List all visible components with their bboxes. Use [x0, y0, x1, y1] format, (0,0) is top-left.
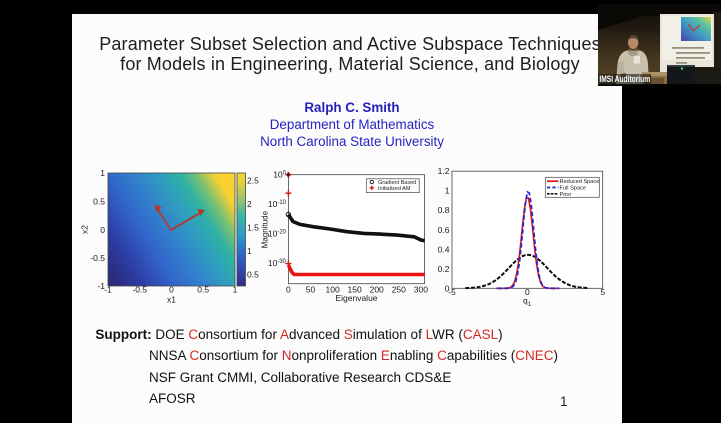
svg-text:2: 2	[247, 199, 252, 209]
svg-text:10-20: 10-20	[268, 229, 287, 239]
svg-text:x1: x1	[167, 295, 176, 305]
svg-text:1: 1	[247, 246, 252, 256]
svg-text:Eigenvalue: Eigenvalue	[335, 293, 377, 303]
svg-text:0.6: 0.6	[438, 225, 450, 235]
svg-text:-5: -5	[448, 287, 456, 297]
svg-text:10-30: 10-30	[268, 258, 287, 268]
svg-text:Prior: Prior	[560, 192, 572, 198]
svg-text:50: 50	[306, 285, 316, 295]
svg-text:0: 0	[525, 287, 530, 297]
svg-text:0: 0	[445, 283, 450, 293]
svg-text:300: 300	[414, 285, 428, 295]
svg-text:150: 150	[348, 285, 362, 295]
svg-text:-1: -1	[104, 285, 112, 295]
svg-text:0.4: 0.4	[438, 244, 450, 254]
svg-text:Magnitude: Magnitude	[261, 210, 270, 248]
svg-text:100: 100	[326, 285, 340, 295]
svg-text:Gradient Based: Gradient Based	[378, 180, 416, 186]
svg-text:2.5: 2.5	[247, 176, 259, 186]
svg-text:0: 0	[286, 285, 291, 295]
svg-text:Full Space: Full Space	[560, 186, 586, 192]
svg-text:1: 1	[233, 285, 238, 295]
svg-text:0.5: 0.5	[93, 196, 105, 206]
svg-text:0: 0	[100, 225, 105, 235]
svg-text:0.5: 0.5	[247, 270, 259, 280]
svg-text:0.5: 0.5	[197, 285, 209, 295]
svg-text:1: 1	[445, 186, 450, 196]
svg-text:0.2: 0.2	[438, 264, 450, 274]
svg-text:10-10: 10-10	[268, 199, 287, 209]
svg-text:-0.5: -0.5	[90, 253, 105, 263]
svg-text:Reduced Space: Reduced Space	[560, 179, 600, 185]
svg-text:1: 1	[100, 168, 105, 178]
svg-text:200: 200	[370, 285, 384, 295]
svg-text:-1: -1	[97, 281, 105, 291]
svg-text:0: 0	[169, 285, 174, 295]
svg-text:250: 250	[392, 285, 406, 295]
svg-text:x2: x2	[80, 225, 90, 234]
svg-text:1.5: 1.5	[247, 223, 259, 233]
svg-text:q1: q1	[523, 296, 532, 309]
svg-text:1.2: 1.2	[438, 166, 450, 176]
svg-text:0.8: 0.8	[438, 205, 450, 215]
svg-text:-0.5: -0.5	[132, 285, 147, 295]
svg-text:100: 100	[273, 170, 286, 180]
svg-text:Initialized AM: Initialized AM	[378, 186, 411, 192]
svg-text:5: 5	[600, 287, 605, 297]
